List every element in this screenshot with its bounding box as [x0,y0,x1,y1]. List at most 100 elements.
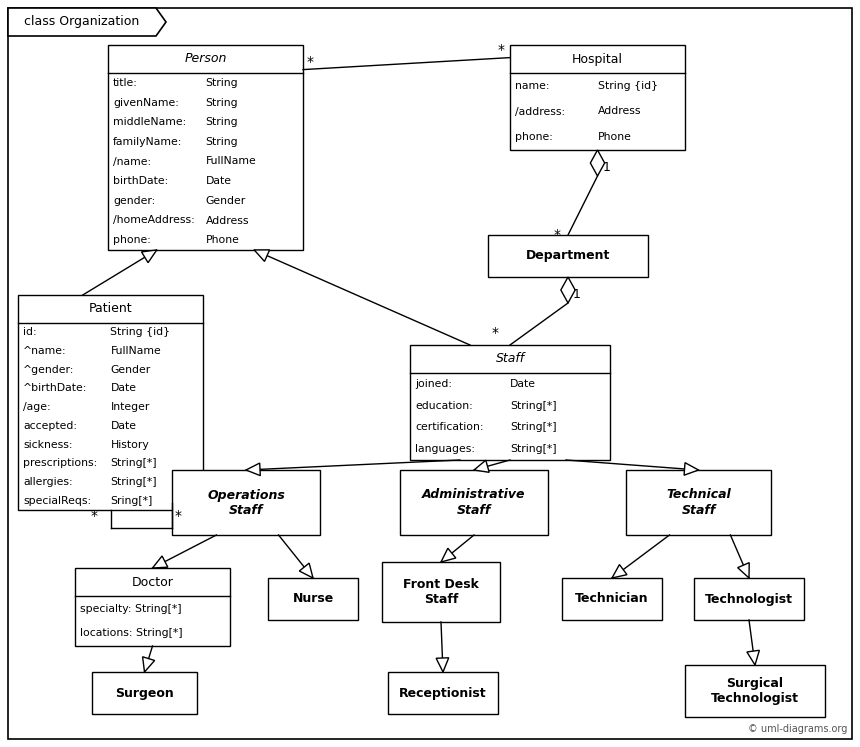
Text: middleName:: middleName: [113,117,187,127]
Polygon shape [299,563,313,578]
Polygon shape [738,562,749,578]
Text: Surgical
Technologist: Surgical Technologist [711,677,799,705]
Polygon shape [684,462,698,475]
Text: Technologist: Technologist [705,592,793,606]
Text: FullName: FullName [110,346,162,356]
Text: name:: name: [515,81,550,91]
Bar [685,665,825,717]
Text: class Organization: class Organization [24,16,139,28]
Text: String: String [206,137,238,147]
Bar [410,345,610,460]
Text: phone:: phone: [515,132,553,142]
Text: /homeAddress:: /homeAddress: [113,215,194,226]
Text: accepted:: accepted: [23,421,77,431]
Text: Receptionist: Receptionist [399,686,487,699]
Text: languages:: languages: [415,444,475,454]
Text: /address:: /address: [515,107,565,117]
Text: 1: 1 [573,288,580,301]
Text: ^birthDate:: ^birthDate: [23,383,88,394]
Text: birthDate:: birthDate: [113,176,169,186]
Bar [488,235,648,277]
Text: String: String [206,78,238,88]
Text: Department: Department [525,249,611,262]
Text: specialty: String[*]: specialty: String[*] [80,604,181,613]
Text: String: String [206,98,238,108]
Bar [92,672,197,714]
Bar [268,578,358,620]
Text: /name:: /name: [113,157,151,167]
Polygon shape [474,460,489,472]
Text: String[*]: String[*] [110,458,157,468]
Text: String {id}: String {id} [110,327,170,338]
Text: certification:: certification: [415,422,483,433]
Text: Address: Address [206,215,249,226]
Text: Gender: Gender [206,196,246,206]
Text: Date: Date [110,383,137,394]
Text: Nurse: Nurse [292,592,334,606]
Polygon shape [436,658,449,672]
Text: Front Desk
Staff: Front Desk Staff [403,578,479,606]
Text: String[*]: String[*] [510,444,556,454]
Bar [562,578,662,620]
Bar [75,568,230,646]
Text: gender:: gender: [113,196,156,206]
Polygon shape [746,651,759,665]
Text: Operations
Staff: Operations Staff [207,489,285,516]
Polygon shape [612,565,627,578]
Text: *: * [498,43,505,57]
Text: givenName:: givenName: [113,98,179,108]
Text: Date: Date [110,421,137,431]
Text: History: History [110,439,150,450]
Polygon shape [441,548,456,562]
Polygon shape [152,556,168,568]
Text: Integer: Integer [110,402,150,412]
Polygon shape [143,657,155,672]
Text: *: * [175,509,182,523]
Text: phone:: phone: [113,235,150,245]
Bar [400,470,548,535]
Bar [626,470,771,535]
Polygon shape [246,463,261,476]
Text: Surgeon: Surgeon [115,686,174,699]
Text: locations: String[*]: locations: String[*] [80,628,182,639]
Polygon shape [561,277,575,303]
Text: Staff: Staff [495,353,525,365]
Text: title:: title: [113,78,138,88]
Text: String[*]: String[*] [510,400,556,411]
Text: FullName: FullName [206,157,256,167]
Bar [510,45,685,150]
Text: Hospital: Hospital [572,52,623,66]
Text: specialReqs:: specialReqs: [23,496,91,506]
Text: Gender: Gender [110,365,150,375]
Text: Date: Date [206,176,231,186]
Polygon shape [590,150,605,176]
Bar [382,562,500,622]
Text: /age:: /age: [23,402,51,412]
Text: *: * [307,55,314,69]
Bar [172,470,320,535]
Text: Technical
Staff: Technical Staff [666,489,731,516]
Text: education:: education: [415,400,473,411]
Text: String: String [206,117,238,127]
Text: String[*]: String[*] [110,477,157,487]
Text: Technician: Technician [575,592,648,606]
Text: Date: Date [510,379,536,389]
Polygon shape [142,250,157,263]
Text: Administrative
Staff: Administrative Staff [422,489,525,516]
Text: Doctor: Doctor [132,575,174,589]
Bar [18,295,203,510]
Text: String[*]: String[*] [510,422,556,433]
Polygon shape [255,250,269,261]
Text: Phone: Phone [206,235,239,245]
Text: Phone: Phone [598,132,631,142]
Bar [388,672,498,714]
Text: 1: 1 [603,161,611,174]
Text: Sring[*]: Sring[*] [110,496,153,506]
Text: Person: Person [184,52,227,66]
Text: id:: id: [23,327,37,338]
Text: ^gender:: ^gender: [23,365,74,375]
Polygon shape [8,8,166,36]
Text: String {id}: String {id} [598,81,658,91]
Text: familyName:: familyName: [113,137,182,147]
Bar [108,45,303,250]
